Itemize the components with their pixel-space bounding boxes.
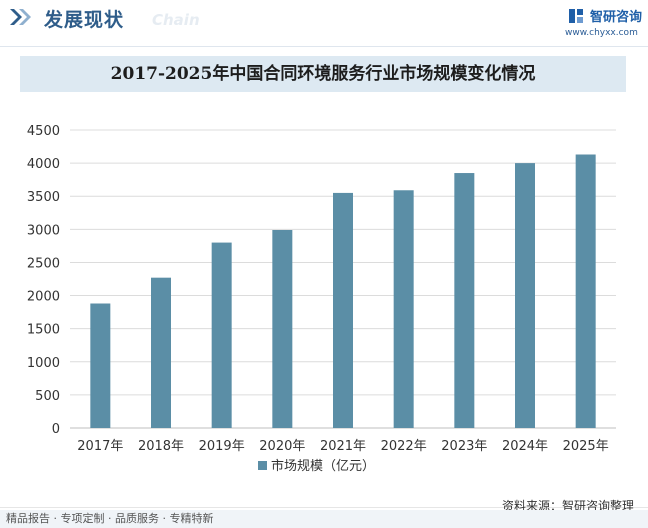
legend-swatch: [258, 461, 267, 470]
double-chevron-icon: [10, 9, 31, 25]
header-bar: 发展现状 Chain 智研咨询 www.chyxx.com: [0, 0, 648, 38]
x-tick-label: 2022年: [381, 439, 427, 454]
x-tick-label: 2024年: [502, 439, 548, 454]
bar: [90, 303, 111, 428]
y-tick-label: 0: [52, 422, 60, 437]
y-tick-label: 3500: [27, 190, 60, 205]
y-tick-label: 4000: [27, 157, 60, 172]
bar: [151, 277, 171, 428]
bar: [211, 242, 232, 428]
x-tick-label: 2018年: [138, 439, 184, 454]
footer-tagline: 精品报告 · 专项定制 · 品质服务 · 专精特新: [0, 510, 648, 528]
bar: [272, 229, 293, 428]
y-tick-label: 1000: [27, 356, 60, 371]
header-divider: [0, 46, 648, 47]
y-tick-label: 2000: [27, 290, 60, 305]
y-tick-label: 1500: [27, 323, 60, 338]
bar: [454, 173, 475, 428]
header-title: 发展现状: [44, 9, 125, 31]
footer-divider: [0, 507, 648, 508]
chart-title: 2017-2025年中国合同环境服务行业市场规模变化情况: [110, 64, 536, 84]
legend-label: 市场规模（亿元）: [271, 458, 375, 474]
brand-logo-icon: [569, 9, 583, 23]
y-tick-label: 4500: [27, 124, 60, 139]
brand-url: www.chyxx.com: [565, 28, 638, 38]
header-subtitle-watermark: Chain: [152, 11, 200, 29]
bar: [515, 163, 535, 428]
bar: [393, 190, 414, 428]
bar: [333, 192, 353, 428]
y-tick-label: 3000: [27, 223, 60, 238]
y-tick-label: 2500: [27, 256, 60, 271]
x-tick-label: 2023年: [441, 439, 487, 454]
bar: [575, 154, 596, 428]
y-tick-label: 500: [35, 389, 60, 404]
chart-title-band: [20, 56, 626, 92]
brand-name: 智研咨询: [590, 10, 643, 25]
source-note: 资料来源：智研咨询整理: [501, 499, 634, 513]
x-tick-label: 2017年: [77, 439, 123, 454]
x-tick-label: 2025年: [563, 439, 609, 454]
x-tick-label: 2021年: [320, 439, 366, 454]
x-tick-label: 2020年: [259, 439, 305, 454]
x-tick-label: 2019年: [199, 439, 245, 454]
